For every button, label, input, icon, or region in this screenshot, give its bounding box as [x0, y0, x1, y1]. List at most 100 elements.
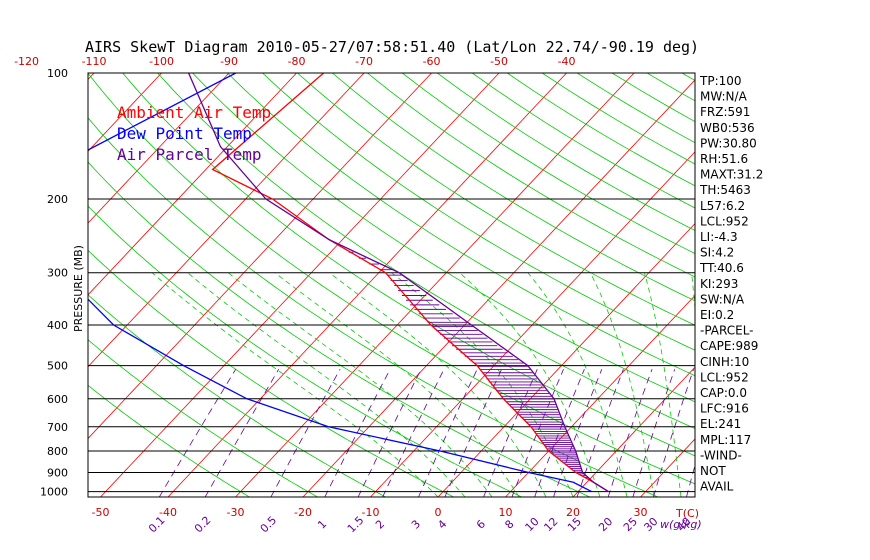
stability-index-item: L57:6.2 [700, 199, 745, 213]
moist-adiabat-line [187, 272, 466, 497]
stability-index-item: PW:30.80 [700, 136, 757, 150]
stability-index-item: -PARCEL- [700, 324, 754, 338]
dry-adiabat-line [297, 73, 695, 326]
isotherm-line [0, 73, 27, 497]
bottom-temp-tick-label: -10 [362, 506, 380, 519]
stability-index-item: CAPE:989 [700, 339, 758, 353]
air-parcel-temp-profile [188, 73, 609, 493]
pressure-tick-label: 400 [47, 319, 68, 332]
ambient-air-temp-profile [211, 73, 609, 493]
top-temp-tick-label: -50 [490, 55, 508, 68]
dry-adiabat-line [822, 73, 870, 497]
pressure-tick-label: 600 [47, 393, 68, 406]
stability-index-item: SW:N/A [700, 292, 745, 306]
mixing-ratio-line [483, 369, 538, 497]
stability-index-item: NOT [700, 464, 726, 478]
bottom-temp-tick-label: -20 [294, 506, 312, 519]
dry-adiabat-line [402, 73, 695, 254]
stability-index-item: CINH:10 [700, 355, 749, 369]
dry-adiabat-line [88, 161, 590, 497]
pressure-tick-label: 800 [47, 445, 68, 458]
legend-dew-point-temp: Dew Point Temp [117, 124, 252, 143]
stability-index-item: -WIND- [700, 448, 742, 462]
mixing-ratio-tick-label: 12 [541, 515, 560, 534]
isotherm-line [776, 73, 870, 497]
mixing-ratio-line [686, 463, 695, 497]
isotherm-line [437, 223, 695, 497]
mixing-ratio-line [607, 369, 653, 497]
pressure-tick-label: 200 [47, 193, 68, 206]
mixing-ratio-line [511, 369, 564, 497]
stability-index-item: KI:293 [700, 277, 738, 291]
top-temp-tick-label: -70 [355, 55, 373, 68]
dry-adiabat-line [192, 73, 695, 403]
mixing-ratio-tick-label: 8 [502, 517, 516, 531]
isotherm-line [88, 73, 297, 296]
bottom-temp-tick-label: 30 [634, 506, 648, 519]
legend-air-parcel-temp: Air Parcel Temp [117, 145, 262, 164]
dry-adiabat-line [88, 249, 454, 497]
mixing-ratio-tick-label: 0.2 [192, 514, 214, 536]
top-temp-tick-label: -100 [149, 55, 174, 68]
stability-index-item: FRZ:591 [700, 105, 750, 119]
stability-index-item: EL:241 [700, 417, 741, 431]
stability-index-item: LCL:952 [700, 370, 749, 384]
top-temp-tick-label: -40 [558, 55, 576, 68]
mixing-ratio-tick-label: 1 [315, 517, 329, 531]
isotherm-line [843, 73, 870, 497]
mixing-ratio-line [382, 369, 445, 497]
x-axis-unit-label: T(C) [675, 507, 699, 520]
stability-index-item: SI:4.2 [700, 246, 734, 260]
mixing-ratio-line [324, 369, 391, 497]
stability-index-item: TH:5463 [699, 183, 751, 197]
stability-index-item: TP:100 [699, 74, 742, 88]
stability-index-item: AVAIL [700, 480, 734, 494]
mixing-ratio-line [357, 369, 422, 497]
dry-adiabat-line [646, 73, 695, 102]
stability-index-item: MAXT:31.2 [700, 168, 763, 182]
dry-adiabat-line [752, 73, 870, 497]
isotherm-line [88, 73, 162, 152]
pressure-tick-label: 500 [47, 360, 68, 373]
stability-index-item: CAP:0.0 [700, 386, 747, 400]
pressure-tick-label: 900 [47, 466, 68, 479]
stability-index-item: EI:0.2 [700, 308, 734, 322]
dry-adiabat-line [88, 384, 250, 497]
stability-index-item: MW:N/A [700, 90, 748, 104]
bottom-temp-tick-label: 20 [566, 506, 580, 519]
pressure-tick-label: 1000 [40, 486, 68, 499]
mixing-ratio-tick-label: 6 [474, 517, 488, 531]
dry-adiabat-line [787, 73, 870, 497]
mixing-ratio-line [534, 369, 585, 497]
dry-adiabat-line [88, 339, 318, 497]
dry-adiabat-line [88, 294, 386, 497]
moist-adiabat-line [329, 272, 547, 497]
pressure-tick-label: 700 [47, 421, 68, 434]
bottom-temp-tick-label: -30 [227, 506, 245, 519]
legend-ambient-air-temp: Ambient Air Temp [117, 103, 271, 122]
stability-index-item: RH:51.6 [700, 152, 748, 166]
mixing-ratio-tick-label: 0.5 [258, 514, 280, 536]
mixing-ratio-line [553, 369, 603, 497]
bottom-temp-tick-label: 10 [499, 506, 513, 519]
dry-adiabat-line [88, 73, 695, 485]
dry-adiabat-line [88, 205, 522, 497]
dry-adiabat-line [332, 73, 695, 302]
mixing-ratio-line [576, 369, 624, 497]
moist-adiabat-line [151, 272, 439, 497]
bottom-temp-tick-label: -40 [159, 506, 177, 519]
mixing-ratio-tick-label: 4 [435, 517, 449, 531]
dry-adiabat-line [367, 73, 695, 278]
moist-adiabat-line [644, 272, 682, 497]
dry-adiabat-line [227, 73, 695, 377]
moist-adiabat-line [459, 272, 601, 497]
mixing-ratio-line [418, 369, 478, 497]
grid-layer [0, 73, 870, 497]
bottom-temp-tick-label: 0 [435, 506, 442, 519]
data-layer [88, 73, 609, 493]
chart-title: AIRS SkewT Diagram 2010-05-27/07:58:51.4… [85, 38, 699, 56]
mixing-ratio-tick-label: 3 [409, 517, 423, 531]
mixing-ratio-line [204, 368, 280, 497]
top-temp-tick-label: -120 [14, 55, 39, 68]
